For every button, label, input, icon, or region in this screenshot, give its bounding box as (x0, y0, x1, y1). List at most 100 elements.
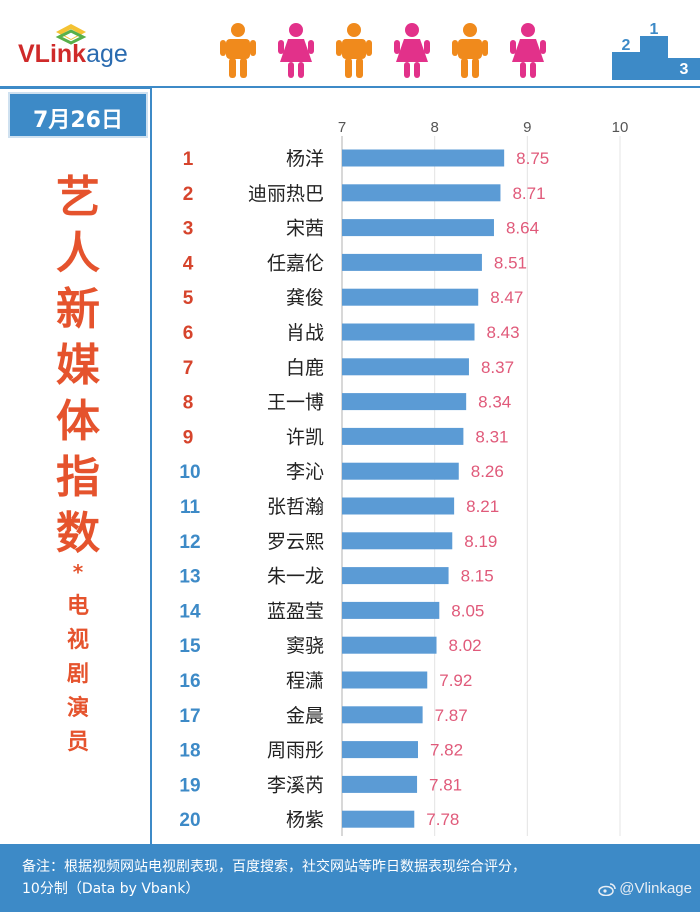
data-label: 7.92 (439, 671, 472, 690)
data-label: 8.51 (494, 253, 527, 272)
category-label: 白鹿 (286, 357, 324, 379)
rank-label: 15 (179, 636, 201, 657)
category-label: 张哲瀚 (267, 496, 324, 518)
rank-label: 11 (180, 497, 201, 518)
footnote: 备注：根据视频网站电视剧表现，百度搜索，社交网站等昨日数据表现综合评分， 10分… (22, 856, 692, 900)
footer: 备注：根据视频网站电视剧表现，百度搜索，社交网站等昨日数据表现综合评分， 10分… (0, 844, 700, 912)
data-label: 8.05 (451, 601, 484, 620)
bar (342, 184, 501, 202)
x-tick-label: 10 (612, 119, 629, 136)
data-label: 8.21 (466, 497, 499, 516)
side-subtitle-char: 剧 (66, 662, 89, 687)
side-subtitle-char: 视 (66, 628, 89, 653)
rank-label: 5 (183, 288, 194, 309)
side-title-char: 媒 (56, 340, 100, 391)
bar (342, 149, 505, 167)
bar (342, 775, 418, 793)
category-label: 朱一龙 (267, 566, 324, 588)
podium-icon: 2 1 3 (612, 22, 700, 80)
rank-label: 9 (183, 427, 194, 448)
male-person-icon (220, 23, 256, 78)
vlinkage-logo-icon (55, 24, 87, 45)
rank-label: 13 (179, 567, 200, 588)
rank-label: 18 (179, 741, 200, 762)
bar (342, 462, 459, 480)
data-label: 8.75 (516, 149, 549, 168)
category-label: 杨紫 (286, 809, 324, 831)
logo-text: VLinkage (18, 40, 128, 69)
bar (342, 497, 455, 515)
weibo-watermark: @Vlinkage (598, 880, 692, 897)
category-label: 蓝盈莹 (267, 600, 324, 622)
people-icons (218, 22, 548, 80)
data-label: 7.81 (429, 775, 462, 794)
data-label: 8.34 (478, 393, 511, 412)
side-title-char: 艺 (56, 172, 100, 223)
category-label: 程潇 (286, 670, 324, 692)
male-person-icon (452, 23, 488, 78)
rank-label: 4 (183, 253, 194, 274)
category-label: 金晨 (286, 705, 324, 727)
side-title-star: * (72, 560, 84, 584)
chart-panel: 7 8 9 10 1 杨洋 8.75 2 迪丽热巴 8.71 3 宋茜 8.64 4 任嘉伦 8.51 5 龚俊 8… (150, 88, 700, 844)
footnote-line-2: 10分制（Data by Vbank） (22, 881, 200, 897)
category-label: 迪丽热巴 (248, 183, 324, 205)
category-label: 肖战 (286, 322, 324, 344)
data-label: 8.31 (475, 427, 508, 446)
x-tick-label: 8 (430, 119, 438, 136)
logo-text-v: VL (18, 40, 50, 68)
date-text: 7月26日 (33, 108, 123, 133)
bar (342, 427, 464, 445)
category-label: 任嘉伦 (267, 252, 324, 274)
bar (342, 741, 418, 759)
data-label: 8.43 (487, 323, 520, 342)
header-divider (0, 86, 700, 89)
side-subtitle-char: 演 (66, 696, 89, 721)
bar (342, 636, 437, 654)
rank-label: 10 (179, 462, 200, 483)
svg-text:2: 2 (622, 37, 631, 54)
category-label: 王一博 (267, 392, 324, 414)
bar (342, 532, 453, 550)
side-title: 艺 人 新 媒 体 指 数 * 电 视 剧 演 员 (30, 170, 126, 760)
bar (342, 288, 479, 306)
rank-label: 2 (183, 184, 194, 205)
category-label: 宋茜 (286, 218, 324, 240)
footnote-line-1: 备注：根据视频网站电视剧表现，百度搜索，社交网站等昨日数据表现综合评分， (22, 859, 526, 875)
vlinkage-logo: VLinkage (18, 22, 148, 70)
rank-label: 16 (179, 671, 200, 692)
side-title-char: 新 (56, 284, 100, 335)
side-title-char: 指 (56, 452, 100, 503)
data-label: 7.78 (426, 810, 459, 829)
rank-label: 14 (179, 601, 201, 622)
bar (342, 323, 475, 341)
rank-label: 8 (183, 393, 194, 414)
rank-label: 7 (183, 358, 194, 379)
logo-text-link: ink (49, 40, 87, 68)
svg-text:3: 3 (680, 61, 689, 78)
bar (342, 706, 423, 724)
bar (342, 393, 467, 411)
rank-label: 3 (183, 219, 194, 240)
rank-label: 20 (179, 810, 200, 831)
side-title-char: 人 (56, 228, 100, 279)
category-label: 罗云熙 (267, 531, 324, 553)
x-tick-label: 9 (523, 119, 531, 136)
female-person-icon (394, 23, 430, 78)
data-label: 7.87 (435, 706, 468, 725)
bar (342, 810, 415, 828)
side-subtitle-char: 电 (66, 594, 89, 619)
logo-text-age: age (86, 40, 128, 68)
side-subtitle-char: 员 (66, 730, 89, 755)
rank-label: 6 (183, 323, 194, 344)
female-person-icon (278, 23, 314, 78)
category-label: 李溪芮 (267, 774, 324, 796)
data-label: 8.37 (481, 358, 514, 377)
side-title-char: 数 (56, 508, 100, 559)
category-label: 杨洋 (286, 148, 324, 170)
rank-label: 17 (179, 706, 200, 727)
header: VLinkage (0, 0, 700, 88)
data-label: 8.26 (471, 462, 504, 481)
bar (342, 601, 440, 619)
category-label: 许凯 (286, 426, 324, 448)
